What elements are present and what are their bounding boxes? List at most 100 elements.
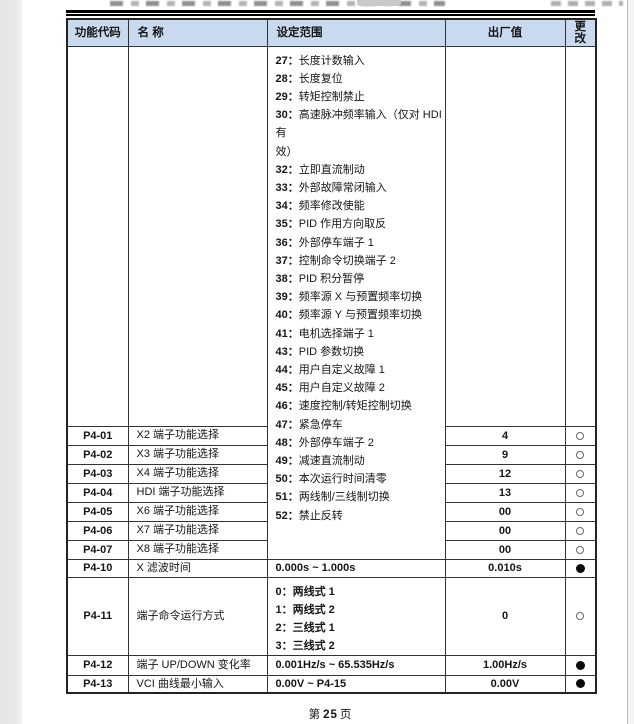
factory-value: 0: [444, 576, 566, 656]
change-flag: [564, 539, 597, 560]
factory-value: 0.00V: [444, 674, 566, 694]
range-option: 3：三线式 2: [275, 639, 335, 652]
param-setting-range: 0.00V ~ P4-15: [266, 674, 446, 694]
open-circle-icon: [576, 450, 585, 459]
param-name: X2 端子功能选择: [127, 425, 268, 446]
filled-circle-icon: [575, 563, 585, 573]
change-flag: [564, 425, 597, 446]
header-name: 名 称: [127, 18, 268, 47]
table-row: P4-13 VCI 曲线最小输入 0.00V ~ P4-15 0.00V: [66, 674, 597, 694]
open-circle-icon: [576, 612, 585, 621]
factory-value-empty: [444, 45, 566, 427]
table-row: P4-12 端子 UP/DOWN 变化率 0.001Hz/s ~ 65.535Hz/…: [66, 654, 597, 676]
param-name: X3 端子功能选择: [127, 444, 268, 465]
change-flag: [564, 501, 597, 522]
range-option: 2：三线式 1: [275, 621, 335, 634]
header-setting-range: 设定范围: [266, 18, 446, 47]
param-code: P4-04: [66, 482, 129, 503]
open-circle-icon: [576, 488, 585, 497]
range-option: 36：外部停车端子 1: [275, 236, 374, 249]
factory-value: 1.00Hz/s: [444, 654, 566, 676]
factory-value: 4: [444, 425, 566, 446]
header-function-code: 功能代码: [66, 18, 129, 47]
table-row: P4-10 X 滤波时间 0.000s ~ 1.000s 0.010s: [66, 558, 597, 578]
factory-value: 0.010s: [444, 558, 566, 578]
range-option: 35：PID 作用方向取反: [275, 218, 387, 231]
param-name: VCI 曲线最小输入: [127, 674, 268, 694]
range-option: 50：本次运行时间清零: [275, 473, 387, 486]
param-setting-range: 0：两线式 1 1：两线式 2 2：三线式 1 3：三线式 2: [266, 576, 446, 656]
change-flag: [564, 674, 597, 694]
param-code: P4-10: [66, 558, 129, 578]
header-change: 更 改: [564, 18, 597, 47]
filled-circle-icon: [575, 660, 585, 670]
param-code: P4-01: [66, 425, 129, 446]
parameter-table-wrapper: 功能代码 名 称 设定范围 出厂值 更 改 27：长度计数输入 28：长度复位 29…: [66, 18, 597, 694]
table-row: P4-03 X4 端子功能选择 12: [66, 463, 597, 484]
param-name: 端子 UP/DOWN 变化率: [127, 654, 268, 676]
change-flag: [564, 463, 597, 484]
range-option: 51：两线制/三线制切换: [275, 491, 390, 504]
factory-value: 9: [444, 444, 566, 465]
param-name: HDI 端子功能选择: [127, 482, 268, 503]
top-edge-artifact: [357, 0, 401, 6]
open-circle-icon: [576, 469, 585, 478]
range-option: 44：用户自定义故障 1: [275, 363, 385, 376]
param-name: X6 端子功能选择: [127, 501, 268, 522]
range-option: 28：长度复位: [275, 72, 343, 85]
range-option: 32：立即直流制动: [275, 163, 365, 176]
range-option: 40：频率源 Y 与预置频率切换: [275, 309, 423, 322]
param-code: P4-12: [66, 654, 129, 676]
param-code: P4-06: [66, 520, 129, 541]
param-code-empty: [66, 45, 129, 427]
range-option: 33：外部故障常闭输入: [275, 181, 387, 194]
param-code: P4-05: [66, 501, 129, 522]
open-circle-icon: [576, 507, 585, 516]
range-option: 30：高速脉冲频率输入（仅对 HDI 有 效）: [275, 109, 442, 158]
range-option: 47：紧急停车: [275, 418, 343, 431]
param-setting-range: 0.001Hz/s ~ 65.535Hz/s: [266, 654, 446, 676]
range-option: 43：PID 参数切换: [275, 345, 365, 358]
table-row: P4-04 HDI 端子功能选择 13: [66, 482, 597, 503]
table-row: P4-05 X6 端子功能选择 00: [66, 501, 597, 522]
setting-range-merged-cell: 27：长度计数输入 28：长度复位 29：转矩控制禁止 30：高速脉冲频率输入（仅对 …: [266, 45, 446, 560]
param-name: X4 端子功能选择: [127, 463, 268, 484]
blurred-header-artifact-right: [551, 1, 623, 6]
parameter-table: 功能代码 名 称 设定范围 出厂值 更 改 27：长度计数输入 28：长度复位 29…: [66, 18, 597, 694]
page-footer: 第 25 页: [66, 706, 595, 722]
function-options-list: 27：长度计数输入 28：长度复位 29：转矩控制禁止 30：高速脉冲频率输入（仅对 …: [276, 52, 443, 525]
param-name-empty: [127, 45, 268, 427]
range-option: 39：频率源 X 与预置频率切换: [275, 291, 423, 304]
range-option: 46：速度控制/转矩控制切换: [275, 400, 412, 413]
range-option: 37：控制命令切换端子 2: [275, 254, 396, 267]
open-circle-icon: [576, 545, 585, 554]
section-divider-rule: [66, 10, 595, 16]
range-option: 1：两线式 2: [275, 603, 335, 616]
param-name: X 滤波时间: [127, 558, 268, 578]
page-number: 25: [323, 709, 338, 721]
range-option: 41：电机选择端子 1: [275, 327, 374, 340]
param-name: 端子命令运行方式: [127, 576, 268, 656]
param-code: P4-11: [66, 576, 129, 656]
param-code: P4-03: [66, 463, 129, 484]
param-name: X8 端子功能选择: [127, 539, 268, 560]
change-flag-empty: [564, 45, 597, 427]
range-option: 52：禁止反转: [275, 509, 343, 522]
range-option: 0：两线式 1: [275, 585, 335, 598]
param-code: P4-02: [66, 444, 129, 465]
open-circle-icon: [576, 526, 585, 535]
factory-value: 13: [444, 482, 566, 503]
viewer-left-gutter: [0, 0, 22, 724]
table-row: P4-11 端子命令运行方式 0：两线式 1 1：两线式 2 2：三线式 1 3：三线式 …: [66, 576, 597, 656]
table-row-merged-functions: 27：长度计数输入 28：长度复位 29：转矩控制禁止 30：高速脉冲频率输入（仅对 …: [66, 45, 597, 560]
param-name: X7 端子功能选择: [127, 520, 268, 541]
range-option: 45：用户自定义故障 2: [275, 382, 385, 395]
range-option: 38：PID 积分暂停: [275, 272, 365, 285]
open-circle-icon: [576, 431, 585, 440]
header-factory-value: 出厂值: [444, 18, 566, 47]
param-code: P4-13: [66, 674, 129, 694]
factory-value: 12: [444, 463, 566, 484]
range-option: 29：转矩控制禁止: [275, 90, 365, 103]
param-code: P4-07: [66, 539, 129, 560]
change-flag: [564, 444, 597, 465]
